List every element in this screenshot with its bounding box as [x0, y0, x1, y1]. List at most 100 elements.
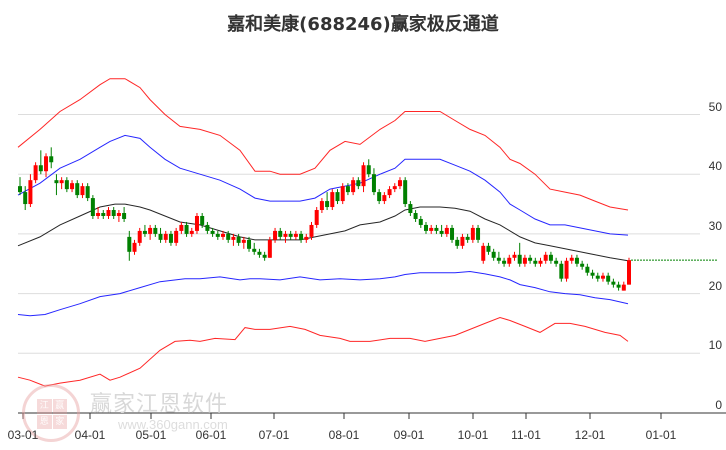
candle-body — [189, 230, 194, 234]
candle-body — [554, 260, 559, 264]
candle-body — [595, 275, 600, 279]
candle-body — [44, 156, 49, 172]
lower_inner-line — [17, 270, 629, 317]
candle-body — [23, 192, 28, 205]
candle-body — [111, 210, 116, 216]
candle-body — [168, 233, 173, 243]
candle-body — [163, 233, 168, 240]
chart-title: 嘉和美康(688246)赢家极反通道 — [227, 14, 499, 35]
x-tick-label: 08-01 — [328, 428, 360, 442]
candle-body — [465, 236, 470, 240]
candle-body — [377, 192, 382, 202]
candle-body — [522, 257, 527, 264]
y-tick-label: 10 — [708, 338, 722, 353]
candle-body — [158, 233, 163, 240]
candle-body — [486, 245, 491, 252]
candle-body — [116, 213, 121, 216]
upper_inner-line — [17, 134, 629, 236]
candle-body — [351, 180, 356, 193]
candle-body — [90, 198, 95, 216]
candle-body — [174, 230, 179, 243]
y-tick-label: 50 — [708, 99, 722, 114]
x-tick-label: 03-01 — [7, 428, 39, 442]
candle-body — [330, 192, 335, 208]
candle-body — [455, 239, 460, 246]
candle-body — [543, 254, 548, 261]
candle-body — [496, 257, 501, 261]
candle-body — [221, 233, 225, 237]
candle-body — [590, 272, 595, 276]
candle-body — [267, 239, 272, 258]
candle-body — [335, 192, 340, 202]
candle-body — [538, 260, 543, 264]
candle-body — [106, 210, 111, 216]
candle-body — [476, 227, 481, 240]
watermark-brand: 赢家江恩软件 — [90, 392, 229, 417]
candle-body — [252, 248, 257, 252]
candle-body — [424, 224, 428, 231]
candle-body — [293, 233, 298, 237]
candle-body — [585, 266, 590, 273]
candle-body — [137, 230, 142, 243]
candle-body — [205, 224, 210, 231]
candle-body — [325, 201, 330, 208]
watermark-logo-char: 江 — [37, 399, 52, 414]
candle-body — [304, 236, 309, 240]
candle-body — [278, 230, 283, 237]
candle-body — [366, 165, 371, 175]
candle-body — [528, 257, 533, 261]
candle-body — [54, 180, 59, 184]
grid-lines — [18, 114, 700, 354]
candle-body — [392, 186, 397, 190]
y-tick-label: 30 — [708, 218, 722, 233]
candle-body — [345, 186, 350, 193]
candle-body — [33, 165, 38, 181]
x-tick-label: 01-01 — [645, 428, 677, 442]
x-tick-label: 10-01 — [457, 428, 489, 442]
candle-body — [314, 210, 319, 225]
candle-body — [434, 227, 439, 231]
watermark-logo-char: 家 — [52, 414, 67, 429]
candle-body — [226, 233, 231, 240]
candle-body — [606, 275, 611, 282]
x-tick-label: 11-01 — [511, 428, 541, 442]
candle-body — [627, 260, 631, 285]
watermark-logo-char: 恩 — [37, 414, 52, 429]
candle-body — [569, 257, 574, 261]
candlestick-series — [18, 147, 631, 291]
candle-body — [371, 174, 376, 193]
y-tick-label: 0 — [715, 398, 722, 412]
candle-body — [382, 195, 387, 202]
middle-line — [17, 203, 629, 262]
watermark-logo-icon: 江 赢 恩 家 — [22, 384, 80, 442]
candle-body — [148, 227, 153, 234]
candle-body — [85, 186, 90, 199]
candle-body — [444, 227, 449, 234]
candle-body — [356, 180, 361, 187]
candle-body — [502, 260, 507, 264]
candle-body — [600, 275, 605, 279]
x-tick-label: 05-01 — [135, 428, 167, 442]
candle-body — [210, 230, 215, 234]
candle-body — [96, 213, 101, 216]
candle-body — [460, 236, 465, 246]
candle-body — [288, 233, 293, 237]
candle-body — [397, 180, 402, 187]
candle-body — [580, 263, 585, 267]
watermark-url: www.360gann.com — [118, 417, 228, 432]
candle-body — [548, 254, 553, 261]
x-tick-label: 09-01 — [393, 428, 425, 442]
candle-body — [236, 236, 241, 243]
y-tick-label: 20 — [708, 278, 722, 293]
x-tick-label: 07-01 — [258, 428, 290, 442]
candle-body — [179, 224, 184, 231]
candle-body — [517, 254, 522, 264]
candle-body — [194, 215, 199, 231]
candle-body — [80, 186, 85, 196]
candle-body — [241, 239, 246, 243]
candle-body — [512, 254, 517, 258]
candle-body — [299, 233, 304, 240]
candle-body — [533, 260, 538, 264]
candle-body — [200, 215, 205, 225]
